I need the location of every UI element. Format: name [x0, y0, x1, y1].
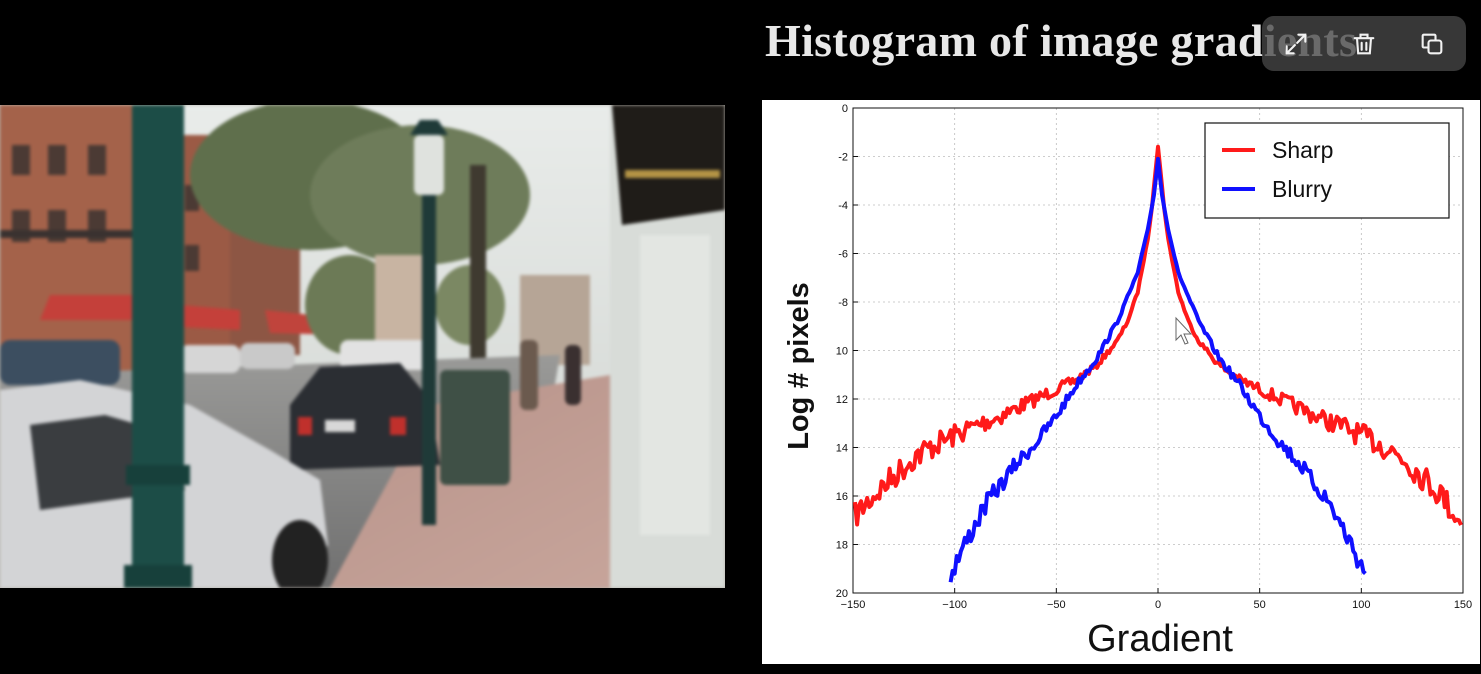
chart-canvas: −150 −100 −50 0 50 100 150 0 -2 -4 -6 -8 10 12 14 16 18… — [783, 103, 1472, 660]
legend-label-blurry: Blurry — [1272, 176, 1333, 202]
copy-icon — [1421, 33, 1443, 54]
chart-grid — [853, 108, 1463, 593]
delete-button[interactable] — [1344, 24, 1384, 64]
y-tick-label: -4 — [838, 200, 848, 212]
expand-icon — [1285, 33, 1307, 54]
y-tick-label: 18 — [836, 540, 848, 552]
x-tick-label: −150 — [841, 599, 866, 611]
mouse-pointer-icon — [1175, 316, 1193, 345]
x-axis-label: Gradient — [1087, 618, 1233, 660]
chart-legend: Sharp Blurry — [1204, 122, 1450, 219]
y-tick-label: -8 — [838, 297, 848, 309]
gradient-histogram-chart: −150 −100 −50 0 50 100 150 0 -2 -4 -6 -8 10 12 14 16 18… — [762, 100, 1480, 664]
y-tick-label: -2 — [838, 152, 848, 164]
media-toolbar — [1262, 16, 1466, 71]
y-axis-label: Log # pixels — [783, 282, 815, 450]
y-tick-label: 16 — [836, 491, 848, 503]
y-tick-label: 14 — [836, 443, 848, 455]
y-tick-label: -6 — [838, 249, 848, 261]
copy-button[interactable] — [1412, 24, 1452, 64]
x-tick-label: 50 — [1254, 599, 1266, 611]
legend-label-sharp: Sharp — [1272, 137, 1333, 163]
x-tick-label: 100 — [1352, 599, 1370, 611]
series-line-blurry — [948, 156, 1367, 583]
slide-title: Histogram of image gradients — [765, 15, 1358, 66]
y-tick-label: 0 — [842, 103, 848, 115]
y-tick-label: 12 — [836, 394, 848, 406]
y-tick-label: 20 — [836, 588, 848, 600]
series-line-sharp — [853, 144, 1463, 527]
y-tick-label: 10 — [836, 346, 848, 358]
street-scene-photo — [0, 105, 725, 588]
trash-icon — [1353, 33, 1375, 54]
x-tick-label: −100 — [942, 599, 967, 611]
x-tick-label: 150 — [1454, 599, 1472, 611]
x-tick-label: −50 — [1047, 599, 1066, 611]
expand-button[interactable] — [1276, 24, 1316, 64]
x-tick-label: 0 — [1155, 599, 1161, 611]
